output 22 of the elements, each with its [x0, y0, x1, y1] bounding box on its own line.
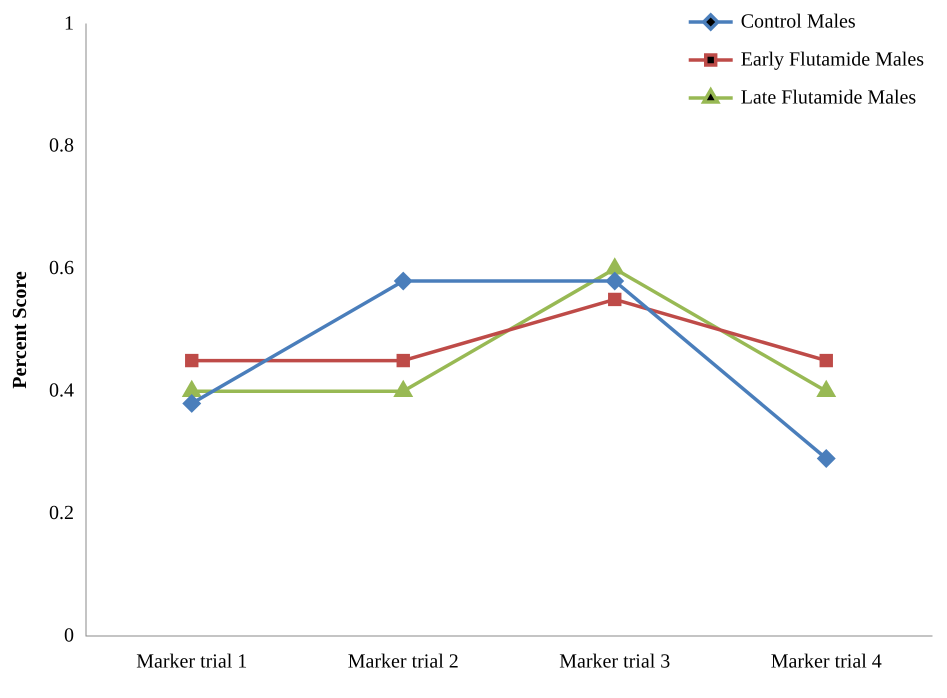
y-tick-label: 0	[64, 624, 74, 646]
x-tick-label: Marker trial 1	[136, 650, 248, 672]
y-tick-label: 0.2	[49, 502, 74, 524]
legend-label: Control Males	[740, 10, 856, 32]
point	[606, 272, 624, 290]
legend-label: Early Flutamide Males	[740, 48, 924, 70]
x-tick-label: Marker trial 3	[559, 650, 670, 672]
point	[820, 354, 833, 368]
point	[394, 272, 412, 290]
y-tick-label: 0.4	[49, 379, 74, 402]
y-tick-label: 1	[64, 12, 74, 34]
point	[396, 354, 410, 368]
y-axis-title: Percent Score	[9, 271, 32, 389]
point	[183, 394, 200, 412]
point	[185, 354, 198, 368]
x-tick-label: Marker trial 4	[770, 650, 882, 672]
point	[608, 292, 622, 306]
x-tick-label: Marker trial 2	[348, 650, 459, 672]
y-tick-label: 0.6	[49, 257, 74, 280]
y-tick-label: 0.8	[49, 134, 74, 157]
point	[818, 450, 835, 468]
legend-label: Late Flutamide Males	[740, 86, 916, 108]
